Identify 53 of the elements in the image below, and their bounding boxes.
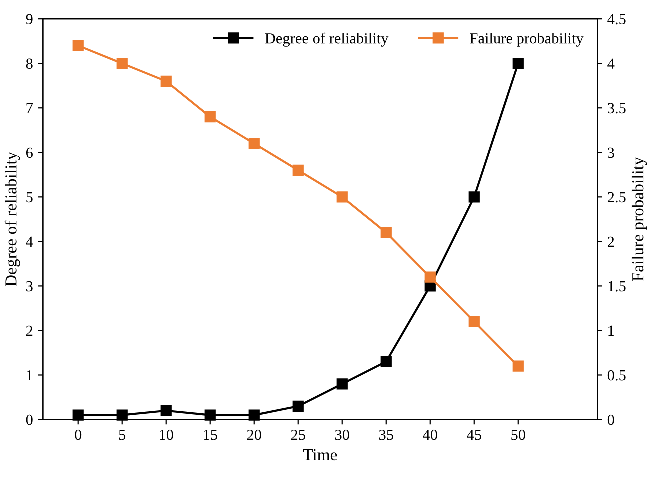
x-tick-label: 25 xyxy=(291,430,306,440)
point xyxy=(336,192,348,203)
y2-tick-label: 0.5 xyxy=(608,370,626,381)
y-tick-label: 1 xyxy=(27,370,33,381)
point xyxy=(160,76,172,87)
y-tick-label: 3 xyxy=(26,281,33,292)
y2-tick-label: 0 xyxy=(608,414,614,426)
x-tick-label: 15 xyxy=(204,430,218,440)
x-tick-label: 40 xyxy=(423,430,438,440)
y2-tick-label: 2 xyxy=(608,236,614,247)
x-tick-label: 45 xyxy=(467,430,482,440)
y-tick-label: 0 xyxy=(26,414,33,426)
point xyxy=(160,405,172,416)
y2-tick-label: 3.5 xyxy=(608,103,626,114)
y-tick-label: 5 xyxy=(26,192,33,203)
x-tick-label: 35 xyxy=(379,430,394,440)
point xyxy=(248,138,260,150)
x-tick-label: 50 xyxy=(512,430,526,440)
x-tick-label: 0 xyxy=(75,430,82,440)
y-tick-label: 4 xyxy=(26,236,34,247)
point xyxy=(512,360,524,372)
y-tick-label: 9 xyxy=(26,14,33,25)
y2-tick-label: 4 xyxy=(608,58,615,69)
point xyxy=(336,378,348,390)
x-tick-label: 5 xyxy=(119,430,126,440)
point xyxy=(512,58,524,70)
y-tick-label: 7 xyxy=(26,103,33,114)
legend-label: Degree of reliability xyxy=(265,32,389,47)
point xyxy=(380,227,392,238)
y-tick-label: 6 xyxy=(26,148,33,158)
y2-tick-label: 1 xyxy=(608,326,614,336)
legend-label: Failure probability xyxy=(470,32,584,47)
y-tick-label: 2 xyxy=(26,326,33,336)
y2-tick-label: 4.5 xyxy=(608,14,626,25)
point xyxy=(292,164,304,176)
y2-tick-label: 2.5 xyxy=(608,192,626,203)
x-tick-label: 30 xyxy=(335,430,350,440)
y2-axis-title: Failure probability xyxy=(632,157,648,282)
point xyxy=(204,111,216,123)
y2-tick-label: 3 xyxy=(608,148,614,158)
x-tick-label: 20 xyxy=(247,430,262,440)
point xyxy=(72,40,84,52)
point xyxy=(468,192,480,203)
x-tick-label: 10 xyxy=(160,430,174,440)
y-tick-label: 8 xyxy=(26,58,33,70)
y-axis-title: Degree of reliability xyxy=(4,152,20,287)
point xyxy=(424,272,436,283)
point xyxy=(292,400,304,412)
point xyxy=(380,356,392,368)
point xyxy=(468,316,480,328)
y2-tick-label: 1.5 xyxy=(608,281,626,292)
point xyxy=(116,58,128,70)
x-axis-title: Time xyxy=(303,449,338,461)
